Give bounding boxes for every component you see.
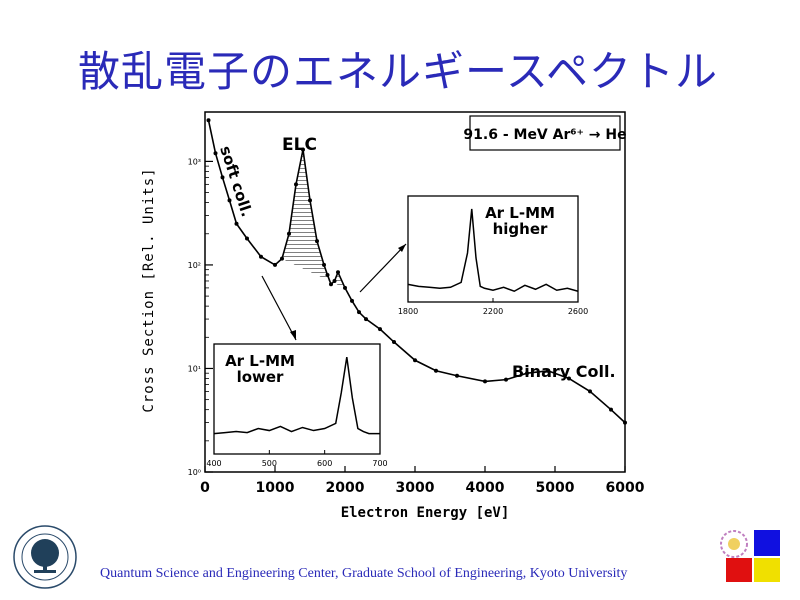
y-tick-label: 10³: [188, 157, 201, 166]
data-point: [392, 340, 396, 345]
data-point: [364, 317, 368, 322]
data-point: [504, 377, 508, 382]
arrow-higher: [359, 243, 407, 293]
red-square: [726, 558, 752, 582]
inset-x-tick-label: 600: [317, 459, 332, 468]
data-point: [301, 147, 305, 152]
y-tick-label: 10¹: [188, 364, 201, 373]
data-point: [567, 376, 571, 381]
data-point: [332, 278, 337, 283]
data-point: [546, 368, 550, 373]
data-point: [322, 262, 326, 267]
inset-label: Ar L-MM: [485, 204, 555, 222]
data-point: [213, 151, 218, 156]
x-tick-label: 5000: [536, 480, 575, 496]
inset-x-tick-label: 2200: [483, 307, 503, 316]
data-point: [234, 221, 239, 226]
inset-x-tick-label: 500: [262, 459, 277, 468]
footer-institution: Quantum Science and Engineering Center, …: [100, 566, 628, 581]
data-point: [609, 407, 613, 412]
chart-title: 91.6 - MeV Ar⁶⁺ → He: [463, 127, 626, 143]
inset-line: [213, 356, 380, 435]
qsec-logo: [720, 530, 780, 582]
x-tick-label: 4000: [466, 480, 505, 496]
inset-label-line2: lower: [237, 368, 284, 386]
spectrum-line: [207, 120, 626, 424]
annotation-soft-coll: soft coll.: [216, 144, 256, 219]
data-point: [336, 270, 340, 275]
data-point: [455, 373, 459, 378]
data-point: [588, 389, 592, 394]
inset-x-tick-label: 700: [372, 459, 387, 468]
arrow-lower-head: [290, 330, 296, 340]
data-point: [623, 420, 627, 425]
data-point: [315, 239, 319, 244]
inset-frame: [407, 195, 579, 303]
inset-label: Ar L-MM: [225, 352, 295, 370]
data-point: [273, 262, 277, 267]
annotation-binary-coll: Binary Coll.: [512, 362, 616, 381]
arrow-higher-head: [398, 244, 406, 252]
data-point: [329, 282, 333, 287]
inset-x-tick-label: 2600: [568, 307, 588, 316]
data-point: [325, 272, 330, 277]
data-point: [483, 379, 487, 384]
data-point: [227, 198, 232, 203]
x-tick-label: 2000: [326, 480, 365, 496]
kyoto-university-seal: [13, 525, 77, 589]
data-point: [434, 368, 438, 373]
data-point: [280, 256, 284, 261]
data-point: [343, 285, 347, 290]
slide-title: 散乱電子のエネルギースペクトル: [78, 47, 718, 96]
x-axis-label: Electron Energy [eV]: [341, 505, 510, 521]
x-tick-label: 1000: [256, 480, 295, 496]
arrow-lower: [261, 275, 297, 341]
spectrum-chart: 91.6 - MeV Ar⁶⁺ → He 10⁰ 10¹ 10² 10³ 0 1000 2…: [141, 111, 645, 521]
annotation-elc: ELC: [282, 135, 317, 155]
data-point: [525, 371, 529, 376]
blue-square: [754, 530, 780, 556]
y-tick-label: 10⁰: [188, 468, 201, 477]
data-point: [245, 236, 249, 241]
inset-label-line2: higher: [493, 220, 548, 238]
yellow-square: [754, 558, 780, 582]
x-tick-label: 3000: [396, 480, 435, 496]
data-point: [413, 358, 417, 363]
inset-x-tick-label: 400: [206, 459, 221, 468]
data-point: [350, 298, 354, 303]
inset-line: [407, 208, 579, 293]
x-tick-label: 0: [200, 480, 210, 496]
data-point: [294, 182, 298, 187]
inset-x-tick-label: 1800: [398, 307, 418, 316]
data-point: [287, 231, 291, 236]
data-point: [206, 118, 211, 123]
data-point: [378, 327, 382, 332]
y-axis-label: Cross Section [Rel. Units]: [141, 167, 157, 412]
title-box: [469, 115, 621, 151]
y-tick-label: 10²: [188, 261, 201, 270]
data-point: [357, 310, 361, 315]
data-point: [220, 175, 225, 180]
data-point: [308, 198, 312, 203]
data-point: [259, 254, 263, 259]
x-tick-label: 6000: [606, 480, 645, 496]
